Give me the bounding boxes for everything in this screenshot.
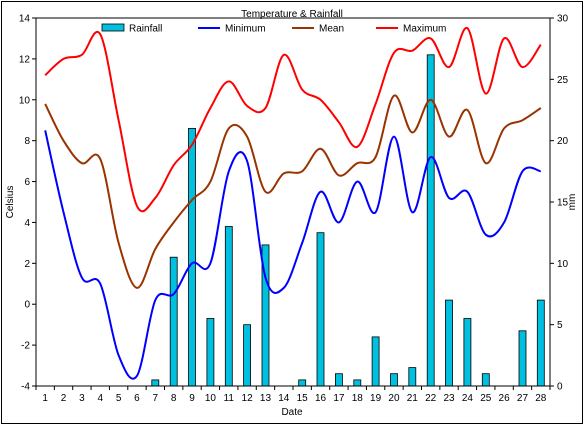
rainfall-bar — [316, 232, 325, 387]
y-left-tick-label: 14 — [19, 14, 31, 25]
legend-label-maximum: Maximum — [403, 24, 446, 35]
x-tick-label: 3 — [79, 393, 85, 404]
x-tick-label: 19 — [370, 393, 382, 404]
legend-label-minimum: Minimum — [225, 24, 266, 35]
y-axis-left-label: Celsius — [5, 186, 16, 219]
y-left-tick-label: 4 — [24, 218, 30, 229]
y-left-tick-label: 6 — [24, 177, 30, 188]
x-tick-label: 22 — [425, 393, 437, 404]
x-axis-label: Date — [281, 407, 303, 418]
rainfall-bar — [445, 299, 453, 387]
rainfall-bar — [390, 373, 398, 387]
y-left-tick-label: 10 — [19, 95, 31, 106]
x-tick-label: 8 — [171, 393, 177, 404]
x-tick-label: 21 — [407, 393, 419, 404]
rainfall-bar — [188, 128, 196, 387]
legend-label-mean: Mean — [319, 24, 344, 35]
x-tick-label: 9 — [189, 393, 195, 404]
x-tick-label: 27 — [517, 393, 529, 404]
x-tick-label: 1 — [42, 393, 48, 404]
legend-label-rainfall: Rainfall — [129, 24, 162, 35]
y-right-tick-label: 5 — [557, 320, 563, 331]
y-right-tick-label: 15 — [557, 198, 569, 209]
x-tick-label: 26 — [499, 393, 511, 404]
rainfall-bar — [371, 336, 380, 387]
y-right-tick-label: 25 — [557, 75, 569, 86]
x-tick-label: 7 — [153, 393, 159, 404]
x-tick-label: 14 — [278, 393, 290, 404]
x-tick-label: 15 — [297, 393, 309, 404]
x-tick-label: 12 — [242, 393, 254, 404]
x-tick-label: 20 — [388, 393, 400, 404]
series-line-maximum — [44, 27, 542, 213]
x-tick-label: 25 — [480, 393, 492, 404]
x-tick-label: 4 — [97, 393, 103, 404]
x-tick-label: 5 — [116, 393, 122, 404]
series-line-minimum — [44, 130, 542, 380]
x-tick-label: 28 — [535, 393, 547, 404]
y-left-tick-label: 8 — [24, 136, 30, 147]
y-right-tick-label: 20 — [557, 136, 569, 147]
y-right-tick-label: 30 — [557, 14, 569, 25]
y-right-tick-label: 10 — [557, 259, 569, 270]
rainfall-bar — [426, 54, 435, 387]
rainfall-bar — [334, 373, 343, 387]
rainfall-bar — [353, 379, 362, 387]
series-line-mean — [44, 94, 542, 289]
x-tick-label: 10 — [205, 393, 217, 404]
legend: Rainfall Minimum Mean Maximum — [101, 23, 446, 35]
y-left-tick-label: 12 — [19, 54, 31, 65]
rainfall-bar — [463, 318, 472, 387]
x-tick-label: 23 — [443, 393, 455, 404]
x-tick-label: 24 — [462, 393, 474, 404]
rainfall-bar — [408, 367, 417, 387]
rainfall-bar — [224, 226, 233, 387]
x-tick-label: 18 — [352, 393, 364, 404]
rainfall-bar — [518, 330, 527, 387]
x-tick-label: 6 — [134, 393, 140, 404]
x-tick-label: 11 — [224, 393, 235, 404]
y-left-tick-label: -4 — [21, 382, 30, 393]
rainfall-bars — [151, 54, 545, 387]
y-right-tick-label: 0 — [557, 382, 563, 393]
x-tick-label: 2 — [61, 393, 67, 404]
x-tick-label: 13 — [260, 393, 272, 404]
y-left-tick-label: 2 — [24, 259, 30, 270]
y-axis-right-label: mm — [567, 194, 578, 211]
rainfall-bar — [169, 256, 178, 387]
y-left-tick-label: 0 — [24, 300, 30, 311]
temperature-lines — [44, 27, 542, 380]
chart-title: Temperature & Rainfall — [241, 9, 343, 20]
rainfall-bar — [206, 318, 215, 387]
rainfall-bar — [298, 379, 307, 387]
legend-swatch-rainfall — [101, 23, 125, 32]
rainfall-bar — [536, 299, 545, 387]
y-left-tick-label: -2 — [21, 341, 30, 352]
x-tick-label: 17 — [333, 393, 345, 404]
rainfall-bar — [481, 373, 490, 387]
rainfall-bar — [243, 324, 252, 387]
rainfall-bar — [151, 379, 160, 387]
x-tick-label: 16 — [315, 393, 327, 404]
